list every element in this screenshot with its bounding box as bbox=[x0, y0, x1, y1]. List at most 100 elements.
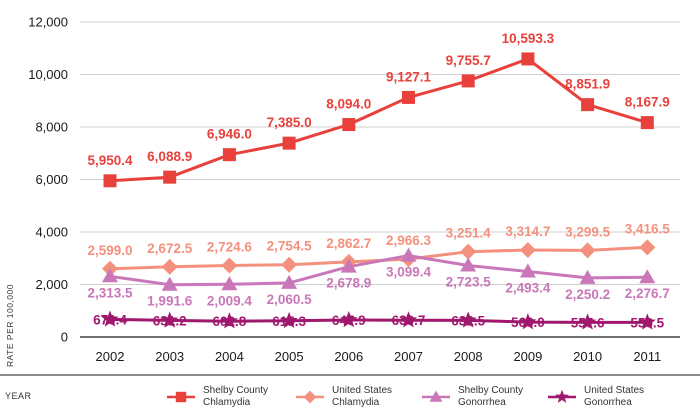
series-line-1 bbox=[109, 57, 648, 183]
data-label: 3,251.4 bbox=[446, 226, 492, 241]
x-tick-label: 2003 bbox=[155, 349, 184, 364]
data-label: 631.2 bbox=[153, 313, 187, 328]
data-label: 2,678.9 bbox=[326, 276, 371, 291]
data-point bbox=[102, 268, 118, 283]
data-point bbox=[221, 257, 238, 274]
series-lines bbox=[109, 57, 648, 324]
data-label: 602.8 bbox=[213, 314, 247, 329]
data-label: 2,599.0 bbox=[87, 243, 132, 258]
data-label: 2,276.7 bbox=[625, 286, 670, 301]
data-label: 2,862.7 bbox=[326, 236, 371, 251]
y-tick-label: 2,000 bbox=[35, 277, 68, 292]
data-label: 7,385.0 bbox=[267, 115, 312, 130]
data-point bbox=[221, 276, 238, 291]
y-tick-label: 10,000 bbox=[28, 67, 68, 82]
data-label: 566.0 bbox=[511, 315, 545, 330]
data-point bbox=[639, 239, 656, 256]
data-point bbox=[579, 242, 596, 259]
x-axis-label: YEAR bbox=[5, 391, 32, 401]
data-point bbox=[639, 269, 656, 284]
data-point bbox=[281, 256, 298, 273]
data-point bbox=[103, 174, 117, 188]
data-point bbox=[282, 136, 296, 150]
data-label: 632.5 bbox=[451, 313, 485, 328]
legend-marker bbox=[175, 391, 187, 403]
data-point bbox=[101, 310, 119, 327]
y-tick-label: 6,000 bbox=[35, 172, 68, 187]
data-point bbox=[281, 274, 298, 289]
data-label: 2,966.3 bbox=[386, 233, 432, 248]
data-point bbox=[638, 313, 656, 330]
y-tick-label: 8,000 bbox=[35, 120, 68, 135]
legend-label: United States Chlamydia bbox=[332, 385, 392, 408]
data-label: 3,099.4 bbox=[386, 265, 432, 280]
legend-marker bbox=[303, 390, 317, 404]
data-label: 557.6 bbox=[571, 315, 605, 330]
x-tick-label: 2007 bbox=[394, 349, 423, 364]
data-label: 9,127.1 bbox=[386, 69, 432, 84]
series-line-3 bbox=[109, 254, 648, 287]
x-tick-label: 2010 bbox=[573, 349, 602, 364]
data-point bbox=[163, 170, 177, 184]
data-label: 2,009.4 bbox=[207, 293, 253, 308]
data-point bbox=[640, 116, 654, 130]
data-label: 8,167.9 bbox=[625, 95, 670, 110]
data-label: 3,314.7 bbox=[505, 224, 550, 239]
legend: Shelby County Chlamydia United States Chlam… bbox=[167, 385, 644, 408]
data-label: 556.5 bbox=[630, 315, 664, 330]
data-label: 639.7 bbox=[392, 313, 426, 328]
data-point bbox=[222, 148, 236, 162]
legend-label: United States Gonorrhea bbox=[584, 385, 644, 408]
data-label: 2,060.5 bbox=[267, 292, 313, 307]
data-label: 647.9 bbox=[332, 313, 366, 328]
legend-label: Shelby County Gonorrhea bbox=[458, 385, 523, 408]
data-label: 3,416.5 bbox=[625, 221, 671, 236]
data-label: 2,724.6 bbox=[207, 239, 253, 254]
data-point bbox=[579, 313, 597, 330]
data-label: 6,088.9 bbox=[147, 149, 192, 164]
data-point bbox=[521, 52, 535, 66]
data-point bbox=[399, 311, 418, 328]
data-label: 6,946.0 bbox=[207, 127, 252, 142]
data-point bbox=[340, 258, 357, 273]
data-label: 670.4 bbox=[93, 312, 127, 327]
data-label: 2,493.4 bbox=[505, 281, 551, 296]
data-point bbox=[280, 311, 298, 329]
data-label: 9,755.7 bbox=[446, 53, 491, 68]
x-tick-label: 2002 bbox=[96, 349, 125, 364]
data-point bbox=[459, 311, 477, 328]
x-tick-label: 2009 bbox=[513, 349, 542, 364]
data-point bbox=[581, 98, 595, 112]
data-label: 10,593.3 bbox=[502, 31, 555, 46]
series-markers bbox=[101, 52, 656, 330]
x-tick-label: 2006 bbox=[334, 349, 363, 364]
legend-marker bbox=[429, 390, 443, 402]
data-point bbox=[220, 312, 238, 329]
x-tick-label: 2008 bbox=[454, 349, 483, 364]
x-tick-label: 2004 bbox=[215, 349, 244, 364]
data-point bbox=[161, 311, 179, 328]
data-point bbox=[460, 257, 477, 272]
data-label: 2,723.5 bbox=[446, 275, 492, 290]
data-label: 1,991.6 bbox=[147, 294, 193, 309]
series-line-4 bbox=[109, 317, 648, 324]
data-label: 2,672.5 bbox=[147, 241, 193, 256]
data-point bbox=[519, 241, 536, 258]
x-tick-label: 2005 bbox=[275, 349, 304, 364]
data-point bbox=[342, 118, 356, 132]
data-point bbox=[400, 247, 417, 262]
data-label: 2,250.2 bbox=[565, 287, 610, 302]
x-axis-ticks: 2002 2003 2004 2005 2006 2007 2008 2009 2010 2011 bbox=[96, 349, 662, 364]
data-point bbox=[519, 263, 536, 278]
data-point bbox=[340, 310, 358, 328]
data-label: 8,851.9 bbox=[565, 77, 610, 92]
x-tick-label: 2011 bbox=[633, 349, 661, 364]
data-label: 5,950.4 bbox=[87, 153, 133, 168]
data-label: 2,754.5 bbox=[267, 239, 313, 254]
legend-label: Shelby County Chlamydia bbox=[203, 385, 268, 408]
data-point bbox=[161, 258, 178, 275]
y-axis-label: RATE PER 100,000 bbox=[5, 284, 15, 367]
y-axis-ticks: 0 2,000 4,000 6,000 8,000 10,000 12,000 bbox=[28, 15, 68, 345]
data-point bbox=[519, 313, 537, 330]
